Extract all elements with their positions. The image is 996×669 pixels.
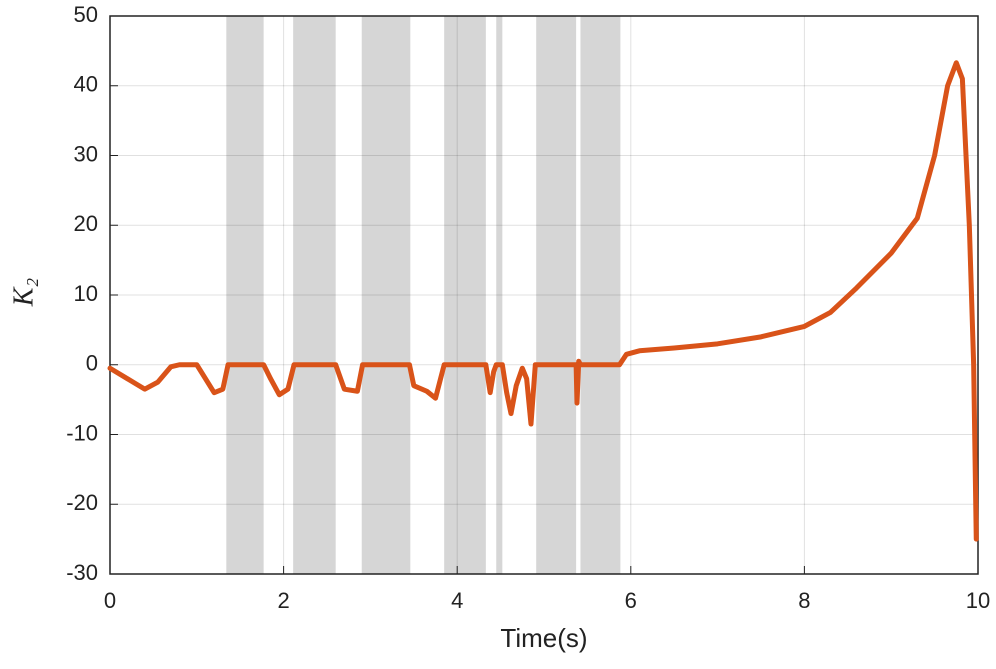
y-tick-label: 20: [74, 211, 98, 236]
shaded-region: [444, 16, 486, 574]
y-tick-label: 50: [74, 2, 98, 27]
x-tick-label: 8: [798, 588, 810, 613]
shaded-region: [580, 16, 621, 574]
y-tick-label: -30: [66, 560, 98, 585]
shaded-region: [496, 16, 503, 574]
plot-frame: [109, 15, 979, 575]
x-tick-label: 0: [104, 588, 116, 613]
y-tick-label: 0: [86, 351, 98, 376]
x-tick-label: 6: [625, 588, 637, 613]
x-tick-label: 10: [966, 588, 990, 613]
y-tick-label: 30: [74, 141, 98, 166]
data-line: [107, 60, 979, 542]
shaded-region: [536, 16, 577, 574]
shaded-region: [293, 16, 336, 574]
y-axis-label: K₂: [8, 278, 39, 308]
x-tick-label: 2: [277, 588, 289, 613]
shaded-region: [226, 16, 264, 574]
y-tick-label: 40: [74, 72, 98, 97]
shaded-region: [361, 16, 411, 574]
y-tick-label: -20: [66, 490, 98, 515]
x-axis-label: Time(s): [500, 623, 587, 653]
y-tick-label: 10: [74, 281, 98, 306]
x-tick-label: 4: [451, 588, 463, 613]
y-tick-label: -10: [66, 420, 98, 445]
